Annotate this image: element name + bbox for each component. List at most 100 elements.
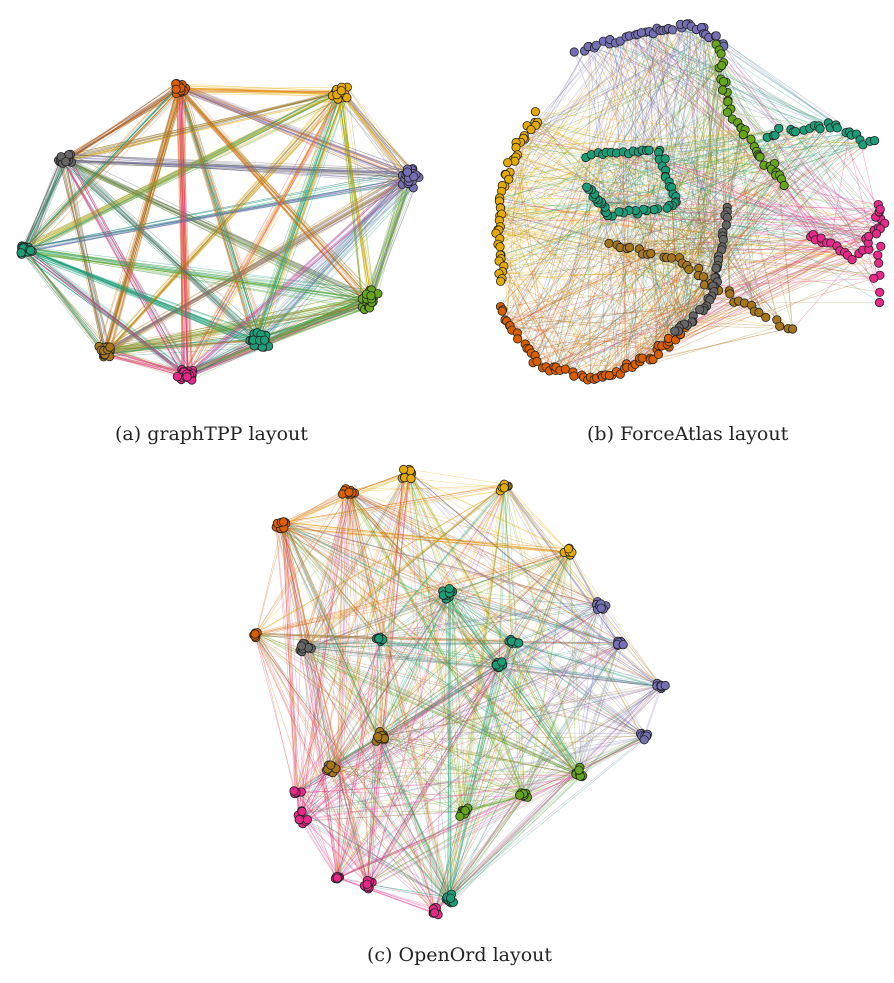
edge [262,298,372,348]
edge [177,87,407,175]
edge [303,604,597,644]
edge [280,528,580,775]
edge [301,797,528,812]
edge [571,552,597,605]
edge [301,645,581,775]
edge [502,181,670,272]
edge [377,588,450,737]
edge [21,247,107,347]
edge [462,643,513,813]
edge [282,522,512,642]
node [874,258,884,268]
edge [608,228,881,244]
edge [448,667,500,902]
edge [295,644,619,793]
edge [639,248,686,328]
edge [254,633,437,912]
edge [182,295,372,378]
edge [181,90,342,378]
edge [257,632,525,797]
edge [177,87,369,308]
edge [650,237,822,254]
edge [186,343,259,378]
edge [409,474,465,811]
edge [620,40,720,68]
edge [646,210,881,220]
edge [176,87,372,297]
edge [449,588,602,610]
edge [721,65,831,129]
edge [182,301,371,378]
edge [447,773,580,900]
node [294,814,304,825]
edge [368,174,415,300]
edge [189,306,370,375]
edge [295,604,597,794]
edge [509,247,621,326]
edge [103,339,256,358]
edge [721,174,780,251]
edge [279,528,449,900]
edge [302,643,434,910]
edge [642,149,867,239]
edge [253,634,337,769]
edge [300,641,510,816]
edge [63,161,184,376]
node [511,142,521,152]
edge [21,86,342,249]
edge [588,46,591,378]
edge [178,85,344,97]
edge [737,122,760,313]
edge [24,247,184,373]
edge [22,250,258,333]
edge [21,97,348,252]
edge [177,180,410,377]
edge [310,648,332,766]
edge [611,152,628,249]
edge [383,597,448,735]
edge [301,810,450,901]
edge [253,298,363,346]
edge [189,298,372,375]
node [604,238,614,248]
edge [629,35,875,279]
edge [179,88,336,93]
edge [432,813,465,914]
edge [28,247,189,372]
edge [299,819,452,902]
edge [601,201,881,210]
node [342,93,352,103]
edge [255,552,572,638]
edge [408,475,570,553]
edge [342,95,414,169]
edge [716,35,837,126]
edge [64,160,363,308]
edge [285,523,381,638]
edge [504,236,869,321]
edge [712,278,874,287]
node [296,641,307,651]
edge [70,154,412,178]
edge [337,877,435,914]
edge [498,262,683,274]
edge [254,633,581,777]
edge [103,178,406,351]
edge [602,154,641,362]
node [755,152,765,162]
edge [185,90,344,378]
edge [598,152,728,212]
edge [365,469,404,887]
edge [715,35,718,282]
edge [181,173,414,380]
edge [680,43,724,335]
edge [447,685,658,900]
edge [27,160,60,248]
edge [335,485,509,769]
edge [22,160,64,253]
edge [189,87,342,375]
edge [575,735,648,774]
edge [337,641,621,880]
edge [508,552,570,642]
edge [65,88,182,161]
edge [499,154,759,248]
